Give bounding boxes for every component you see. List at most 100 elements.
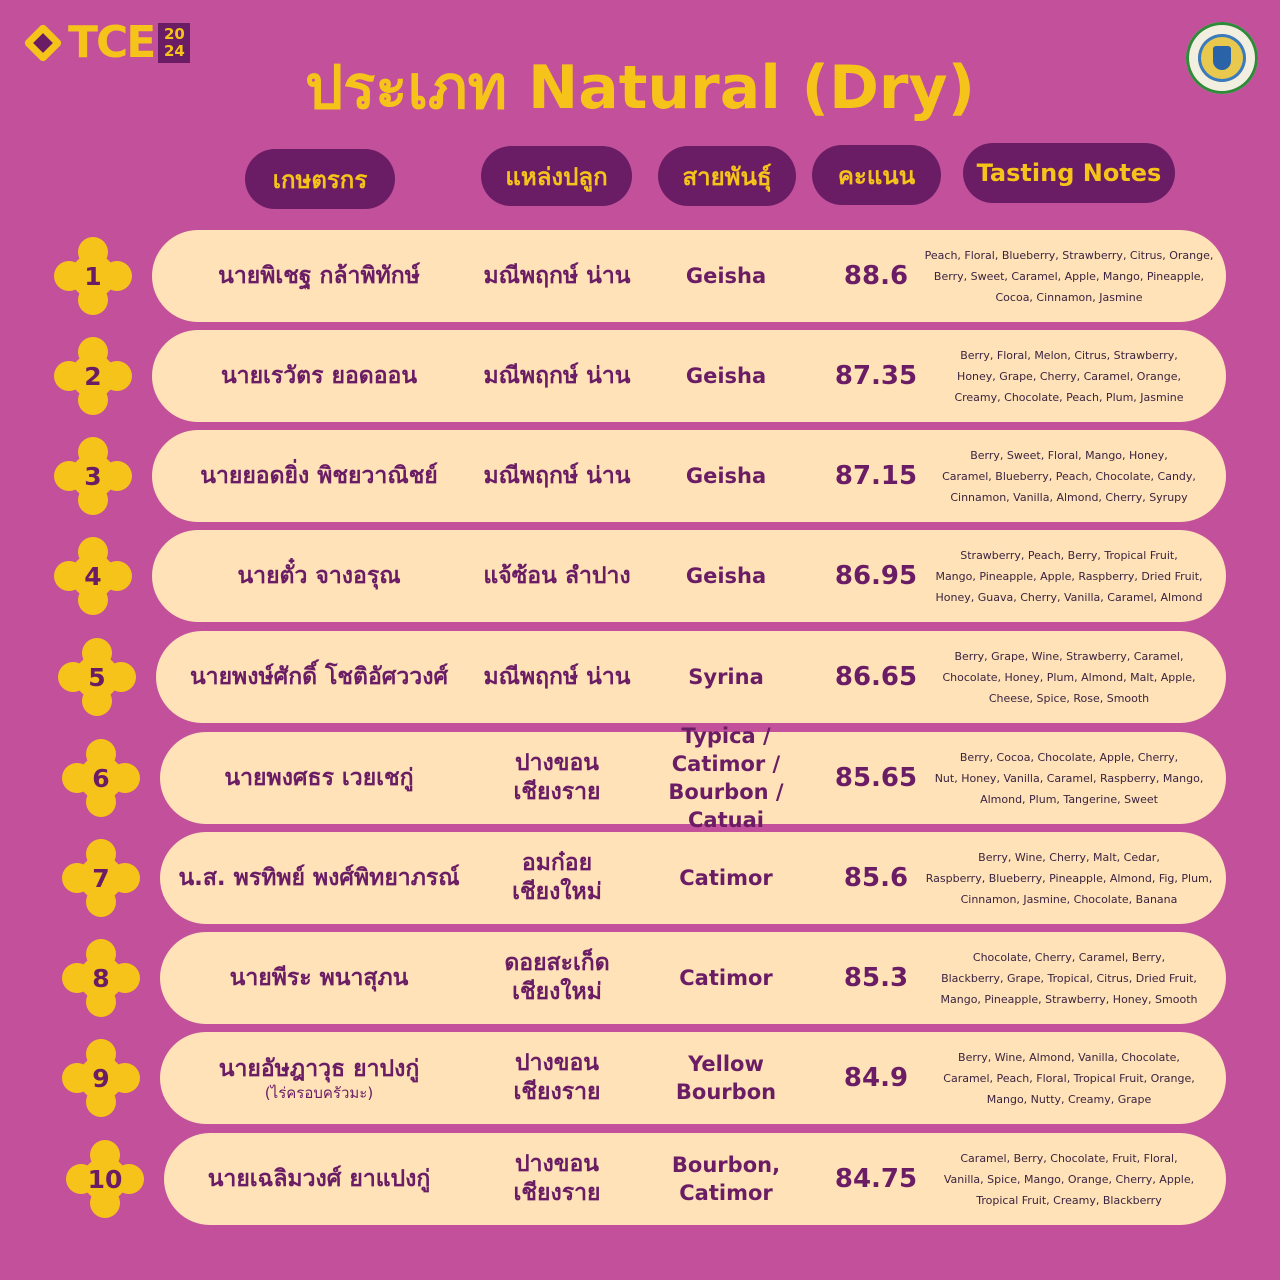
table-row: นายพีระ พนาสุภน ดอยสะเก็ด เชียงใหม่ Catimor… (160, 932, 1226, 1024)
rank-number: 7 (92, 863, 110, 893)
origin-line-1: ปางขอน (514, 750, 599, 776)
origin-cell: มณีพฤกษ์ น่าน (476, 330, 638, 422)
origin-cell: มณีพฤกษ์ น่าน (476, 631, 638, 723)
rank-badge: 10 (66, 1140, 144, 1218)
table-row: น.ส. พรทิพย์ พงศ์พิทยาภรณ์ อมก๋อย เชียงใหม… (160, 832, 1226, 924)
rank-badge: 2 (54, 337, 132, 415)
farmer-name: นายพงศธร เวยเชกู่ (224, 765, 414, 791)
score-value: 85.3 (843, 963, 909, 993)
farmer-name: นายยอดยิ่ง พิชยวาณิชย์ (200, 463, 438, 489)
rank-number: 9 (92, 1063, 110, 1093)
variety-line-1: Catimor (679, 866, 773, 890)
rank-number: 5 (88, 662, 106, 692)
header-farmer: เกษตรกร (245, 149, 395, 209)
variety-line-2: Bourbon / Catuai (668, 780, 784, 832)
header-origin: แหล่งปลูก (481, 146, 632, 206)
farmer-name: นายอัษฎาวุธ ยาปงกู่ (218, 1056, 420, 1082)
rank-badge: 5 (58, 638, 136, 716)
farmer-name: นายพีระ พนาสุภน (229, 965, 409, 991)
table-row: นายเรวัตร ยอดออน มณีพฤกษ์ น่าน Geisha 87.35… (152, 330, 1226, 422)
tasting-notes-line-3: Cheese, Spice, Rose, Smooth (988, 691, 1150, 705)
farmer-name: นายเรวัตร ยอดออน (220, 363, 418, 389)
tasting-notes-line-2: Nut, Honey, Vanilla, Caramel, Raspberry,… (934, 771, 1204, 785)
origin-line-1: ปางขอน (514, 1151, 599, 1177)
variety-line-1: Geisha (685, 564, 767, 588)
origin-cell: ปางขอนเชียงราย (476, 1032, 638, 1124)
rank-number: 2 (84, 361, 102, 391)
farmer-cell: น.ส. พรทิพย์ พงศ์พิทยาภรณ์ (168, 832, 470, 924)
tasting-notes: Berry, Sweet, Floral, Mango, Honey, Caram… (924, 430, 1214, 522)
tasting-notes-line-3: Mango, Nutty, Creamy, Grape (986, 1092, 1152, 1106)
farmer-cell: นายเฉลิมวงศ์ ยาแปงกู่ (168, 1133, 470, 1225)
score-value: 86.95 (834, 561, 918, 591)
variety-line-1: Syrina (688, 665, 764, 689)
tasting-notes-line-1: Berry, Wine, Almond, Vanilla, Chocolate, (958, 1050, 1180, 1064)
variety-cell: Geisha (640, 530, 812, 622)
variety-line-1: Catimor (679, 966, 773, 990)
tasting-notes: Berry, Wine, Cherry, Malt, Cedar, Raspber… (924, 832, 1214, 924)
tasting-notes-line-2: Berry, Sweet, Caramel, Apple, Mango, Pin… (933, 269, 1205, 283)
header-tasting-notes: Tasting Notes (963, 143, 1175, 203)
tce-2024-logo: TCE 20 24 (22, 20, 191, 66)
score-value: 87.35 (834, 361, 918, 391)
tasting-notes-line-1: Chocolate, Cherry, Caramel, Berry, (972, 950, 1166, 964)
header-score: คะแนน (812, 145, 941, 205)
farmer-name: นายตั๋ว จางอรุณ (237, 563, 401, 589)
tasting-notes-line-2: Caramel, Blueberry, Peach, Chocolate, Ca… (942, 469, 1196, 483)
tasting-notes: Berry, Floral, Melon, Citrus, Strawberry… (924, 330, 1214, 422)
table-row: นายตั๋ว จางอรุณ แจ้ซ้อน ลำปาง Geisha 86.95 S… (152, 530, 1226, 622)
origin-cell: อมก๋อย เชียงใหม่ (476, 832, 638, 924)
rank-badge: 3 (54, 437, 132, 515)
farmer-cell: นายพงศธร เวยเชกู่ (168, 732, 470, 824)
rank-badge: 7 (62, 839, 140, 917)
tasting-notes-line-1: Berry, Cocoa, Chocolate, Apple, Cherry, (959, 750, 1179, 764)
tasting-notes: Chocolate, Cherry, Caramel, Berry, Blackb… (924, 932, 1214, 1024)
tasting-notes-line-2: Caramel, Peach, Floral, Tropical Fruit, … (943, 1071, 1195, 1085)
farmer-cell: นายพงษ์ศักดิ์ โชติอัศววงศ์ (168, 631, 470, 723)
table-row: นายพงศธร เวยเชกู่ ปางขอนเชียงราย Typica / … (160, 724, 1226, 832)
tasting-notes-line-3: Almond, Plum, Tangerine, Sweet (980, 792, 1158, 806)
header-variety: สายพันธุ์ (658, 146, 796, 206)
tasting-notes-line-3: Mango, Pineapple, Strawberry, Honey, Smo… (940, 992, 1198, 1006)
rank-badge: 6 (62, 739, 140, 817)
origin-line-2: เชียงราย (513, 779, 601, 805)
rank-number: 6 (92, 763, 110, 793)
rank-number: 8 (92, 963, 110, 993)
tasting-notes-line-2: Raspberry, Blueberry, Pineapple, Almond,… (925, 871, 1213, 885)
variety-cell: Catimor (640, 832, 812, 924)
tasting-notes-line-2: Vanilla, Spice, Mango, Orange, Cherry, A… (943, 1172, 1195, 1186)
tasting-notes-line-2: Chocolate, Honey, Plum, Almond, Malt, Ap… (942, 670, 1196, 684)
table-row: นายอัษฎาวุธ ยาปงกู่ (ไร่ครอบครัวมะ) ปางขอน… (160, 1032, 1226, 1124)
farmer-cell: นายตั๋ว จางอรุณ (168, 530, 470, 622)
score-value: 88.6 (843, 261, 909, 291)
table-row: นายเฉลิมวงศ์ ยาแปงกู่ ปางขอน เชียงราย Bourb… (164, 1133, 1226, 1225)
rank-number: 4 (84, 561, 102, 591)
origin-line-2: เชียงราย (513, 1079, 601, 1105)
origin-line-1: มณีพฤกษ์ น่าน (483, 362, 631, 389)
variety-line-1: Geisha (685, 364, 767, 388)
table-row: นายพิเชฐ กล้าพิทักษ์ มณีพฤกษ์ น่าน Geisha 8… (152, 230, 1226, 322)
tasting-notes-line-1: Berry, Sweet, Floral, Mango, Honey, (970, 448, 1168, 462)
tasting-notes-line-1: Caramel, Berry, Chocolate, Fruit, Floral… (960, 1151, 1178, 1165)
origin-cell: ปางขอน เชียงราย (476, 1133, 638, 1225)
tasting-notes: Strawberry, Peach, Berry, Tropical Fruit… (924, 530, 1214, 622)
variety-line-1: Geisha (685, 264, 767, 288)
farmer-name: นายเฉลิมวงศ์ ยาแปงกู่ (207, 1166, 431, 1192)
tasting-notes-line-2: Blackberry, Grape, Tropical, Citrus, Dri… (941, 971, 1197, 985)
farmer-cell: นายยอดยิ่ง พิชยวาณิชย์ (168, 430, 470, 522)
variety-cell: Yellow Bourbon (640, 1032, 812, 1124)
tasting-notes-line-3: Creamy, Chocolate, Peach, Plum, Jasmine (954, 390, 1184, 404)
tasting-notes-line-1: Berry, Grape, Wine, Strawberry, Caramel, (954, 649, 1184, 663)
tasting-notes-line-1: Strawberry, Peach, Berry, Tropical Fruit… (960, 548, 1178, 562)
origin-line-1: ปางขอน (514, 1050, 599, 1076)
tasting-notes: Caramel, Berry, Chocolate, Fruit, Floral… (924, 1133, 1214, 1225)
origin-cell: มณีพฤกษ์ น่าน (476, 430, 638, 522)
variety-cell: Syrina (640, 631, 812, 723)
origin-line-2: เชียงใหม่ (512, 979, 602, 1005)
logo-year-bottom: 24 (163, 42, 185, 60)
department-seal-icon (1186, 22, 1258, 94)
variety-line-1: Yellow Bourbon (675, 1052, 777, 1104)
variety-line-1: Typica / Catimor / (671, 724, 781, 776)
farmer-cell: นายพิเชฐ กล้าพิทักษ์ (168, 230, 470, 322)
variety-cell: Bourbon, Catimor (640, 1133, 812, 1225)
